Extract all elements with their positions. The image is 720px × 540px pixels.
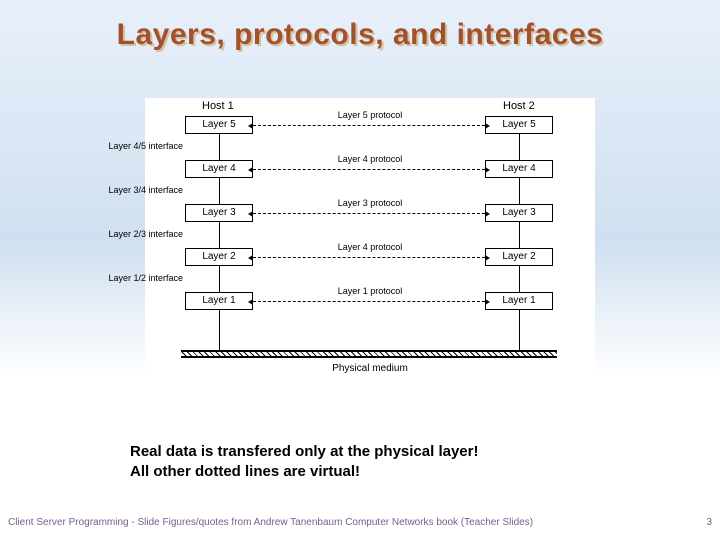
interface-label: Layer 1/2 interface — [93, 273, 183, 283]
protocol-line — [253, 125, 485, 126]
interface-line — [219, 178, 220, 204]
physical-medium-bar — [181, 350, 557, 358]
interface-label: Layer 2/3 interface — [93, 229, 183, 239]
protocol-label: Layer 4 protocol — [310, 154, 430, 164]
interface-line — [519, 222, 520, 248]
protocol-label: Layer 1 protocol — [310, 286, 430, 296]
interface-line — [519, 134, 520, 160]
host1-label: Host 1 — [202, 100, 234, 112]
protocol-label: Layer 3 protocol — [310, 198, 430, 208]
interface-line — [519, 266, 520, 292]
layer-box: Layer 2 — [485, 248, 553, 266]
slide-footer: Client Server Programming - Slide Figure… — [8, 517, 712, 528]
layer-box: Layer 5 — [185, 116, 253, 134]
layer-box: Layer 3 — [485, 204, 553, 222]
layer-box: Layer 4 — [485, 160, 553, 178]
interface-line — [219, 266, 220, 292]
footnote-line: Real data is transfered only at the phys… — [130, 442, 478, 462]
layer-box: Layer 2 — [185, 248, 253, 266]
protocol-line — [253, 257, 485, 258]
interface-line — [519, 178, 520, 204]
protocol-line — [253, 169, 485, 170]
host2-label: Host 2 — [503, 100, 535, 112]
layer-box: Layer 4 — [185, 160, 253, 178]
physical-medium-label: Physical medium — [145, 363, 595, 374]
protocol-label: Layer 5 protocol — [310, 110, 430, 120]
footnote-line: All other dotted lines are virtual! — [130, 462, 478, 482]
layer-box: Layer 1 — [185, 292, 253, 310]
protocol-label: Layer 4 protocol — [310, 242, 430, 252]
interface-line — [219, 134, 220, 160]
page-number: 3 — [706, 517, 712, 528]
interface-line — [219, 222, 220, 248]
layer-box: Layer 5 — [485, 116, 553, 134]
interface-line — [519, 310, 520, 350]
protocol-line — [253, 213, 485, 214]
slide-title: Layers, protocols, and interfaces — [0, 0, 720, 52]
footer-text: Client Server Programming - Slide Figure… — [8, 517, 533, 528]
layer-box: Layer 3 — [185, 204, 253, 222]
interface-line — [219, 310, 220, 350]
interface-label: Layer 3/4 interface — [93, 185, 183, 195]
interface-label: Layer 4/5 interface — [93, 141, 183, 151]
layer-diagram: Host 1 Host 2 Layer 5 Layer 4 Layer 3 La… — [145, 98, 595, 408]
layer-box: Layer 1 — [485, 292, 553, 310]
protocol-line — [253, 301, 485, 302]
slide-footnote: Real data is transfered only at the phys… — [130, 442, 478, 481]
